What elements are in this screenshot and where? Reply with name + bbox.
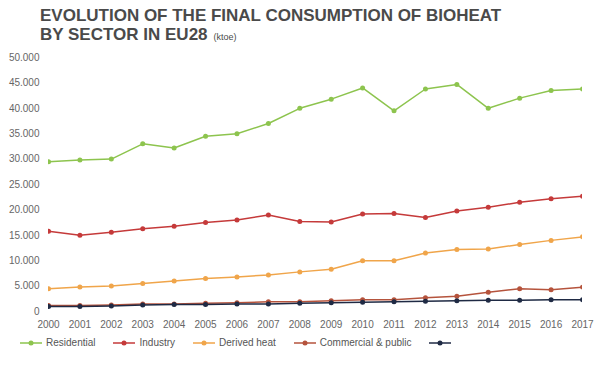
svg-text:2015: 2015 [509,319,532,330]
svg-text:0: 0 [34,306,40,317]
svg-text:30.000: 30.000 [9,153,40,164]
svg-text:2010: 2010 [351,319,374,330]
svg-text:2013: 2013 [446,319,469,330]
svg-text:2006: 2006 [226,319,249,330]
svg-text:5.000: 5.000 [14,280,39,291]
svg-text:20.000: 20.000 [9,204,40,215]
svg-text:35.000: 35.000 [9,128,40,139]
svg-text:2003: 2003 [132,319,155,330]
svg-text:2004: 2004 [163,319,186,330]
svg-text:2002: 2002 [100,319,123,330]
svg-text:45.000: 45.000 [9,77,40,88]
svg-text:50.000: 50.000 [9,52,40,63]
svg-text:25.000: 25.000 [9,179,40,190]
svg-text:15.000: 15.000 [9,230,40,241]
html-text:Industry: Industry [139,337,176,348]
svg-text:2011: 2011 [383,319,405,330]
svg-text:2009: 2009 [320,319,343,330]
svg-text:2008: 2008 [289,319,312,330]
html-text:EVOLUTION OF THE FINAL CONSUMP: EVOLUTION OF THE FINAL CONSUMPTION OF BI… [40,6,502,44]
svg-text:10.000: 10.000 [9,255,40,266]
svg-text:2000: 2000 [37,319,60,330]
svg-text:2005: 2005 [194,319,217,330]
svg-text:2012: 2012 [414,319,437,330]
svg-text:2016: 2016 [540,319,563,330]
svg-text:2014: 2014 [477,319,500,330]
html-text:Derived heat: Derived heat [219,337,276,348]
svg-text:2007: 2007 [257,319,280,330]
svg-text:2001: 2001 [69,319,92,330]
html-text:Residential: Residential [46,337,96,348]
svg-text:40.000: 40.000 [9,103,40,114]
html-text:Commercial & public: Commercial & public [319,337,412,348]
svg-text:2017: 2017 [571,319,594,330]
